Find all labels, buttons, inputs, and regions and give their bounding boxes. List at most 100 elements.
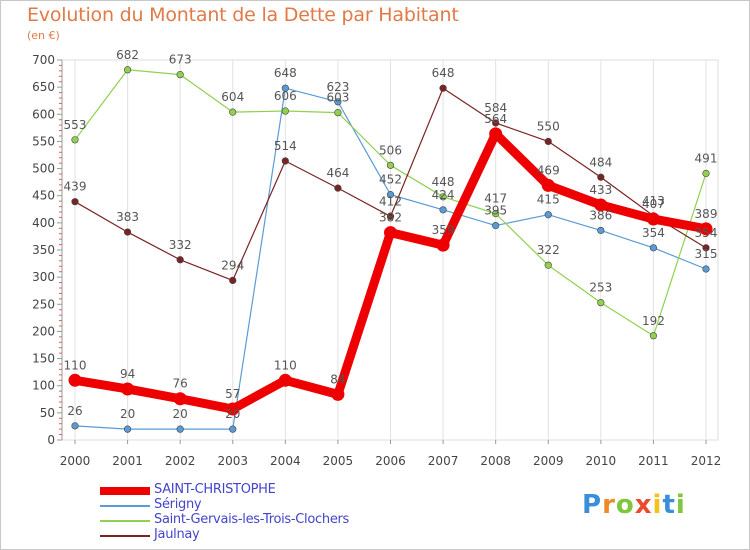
- data-point: [68, 373, 82, 387]
- y-tick-label: 50: [40, 406, 55, 420]
- x-tick-label: 2002: [165, 454, 196, 468]
- y-tick-label: 250: [32, 297, 55, 311]
- y-tick-label: 100: [32, 379, 55, 393]
- x-tick-label: 2007: [428, 454, 459, 468]
- data-label: 415: [537, 193, 560, 207]
- data-label: 648: [274, 66, 297, 80]
- legend-label: Saint-Gervais-les-Trois-Clochers: [154, 512, 350, 527]
- data-point: [71, 422, 79, 430]
- x-tick-label: 2005: [323, 454, 354, 468]
- series-saint-gervais-les-trois-clochers: [71, 66, 710, 340]
- logo-letter: o: [615, 490, 635, 520]
- data-point: [173, 392, 187, 406]
- data-point: [544, 137, 552, 146]
- proxiti-logo: Proxiti: [582, 490, 686, 520]
- data-label: 359: [432, 223, 455, 237]
- data-point: [71, 136, 79, 144]
- data-label: 20: [173, 407, 188, 421]
- data-point: [176, 425, 184, 433]
- data-point: [281, 157, 289, 165]
- data-label: 110: [274, 358, 297, 372]
- data-label: 514: [274, 139, 297, 153]
- data-label: 448: [432, 175, 455, 189]
- data-label: 439: [64, 180, 87, 194]
- data-label: 673: [169, 53, 192, 67]
- data-label: 413: [642, 194, 665, 208]
- x-tick-label: 2010: [586, 454, 617, 468]
- data-label: 433: [589, 183, 612, 197]
- data-label: 484: [589, 155, 612, 169]
- data-point: [439, 193, 447, 201]
- y-tick-label: 550: [32, 134, 55, 148]
- data-point: [123, 66, 132, 74]
- y-tick-label: 650: [32, 80, 55, 94]
- data-point: [492, 119, 500, 127]
- data-point: [439, 206, 447, 214]
- data-label: 110: [64, 358, 87, 372]
- series-saint-christophe: [68, 127, 713, 416]
- data-point: [492, 221, 500, 230]
- x-tick-label: 2004: [270, 454, 301, 468]
- axis-layer: 0 50 100 150 200 250 300 350 400 450 500 550 600 650 7…: [32, 53, 721, 468]
- data-point: [541, 178, 555, 192]
- data-point: [331, 387, 345, 401]
- legend-label: Jaulnay: [154, 527, 200, 542]
- data-point: [334, 184, 342, 192]
- data-point: [384, 226, 397, 240]
- x-tick-label: 2008: [480, 454, 511, 468]
- data-point: [121, 382, 135, 396]
- data-label: 382: [379, 211, 402, 225]
- data-point: [544, 261, 552, 269]
- data-label: 253: [589, 281, 612, 295]
- data-label: 491: [695, 151, 718, 165]
- chart-subtitle: (en €): [27, 29, 60, 42]
- legend-swatch: [100, 505, 150, 507]
- data-point: [176, 256, 184, 264]
- data-label: 606: [274, 89, 297, 103]
- logo-letter: t: [662, 490, 676, 520]
- x-tick-label: 2011: [638, 454, 669, 468]
- data-point: [386, 191, 395, 199]
- data-point: [281, 84, 289, 92]
- x-tick-label: 2003: [217, 454, 248, 468]
- data-label: 76: [173, 377, 188, 391]
- y-tick-label: 150: [32, 352, 55, 366]
- data-label: 550: [537, 119, 560, 133]
- data-label: 553: [64, 118, 87, 132]
- data-point: [492, 210, 500, 218]
- data-point: [649, 332, 658, 340]
- data-label: 57: [225, 387, 240, 401]
- legend-swatch: [100, 535, 150, 537]
- logo-letter: i: [675, 490, 686, 520]
- data-point: [439, 84, 447, 92]
- data-label: 383: [116, 210, 139, 224]
- y-tick-label: 200: [32, 324, 55, 338]
- series-jaulnay: [71, 84, 710, 285]
- data-label: 604: [221, 90, 244, 104]
- data-point: [281, 107, 289, 115]
- data-label: 389: [695, 207, 718, 221]
- data-label: 395: [484, 204, 507, 218]
- y-tick-label: 400: [32, 216, 55, 230]
- y-tick-label: 500: [32, 162, 55, 176]
- data-label: 294: [221, 258, 244, 272]
- x-tick-label: 2012: [691, 454, 722, 468]
- logo-letter: x: [634, 490, 653, 520]
- data-label: 417: [484, 192, 507, 206]
- y-tick-label: 0: [47, 433, 55, 447]
- series-s-rigny: [71, 84, 710, 433]
- data-point: [229, 276, 237, 285]
- data-point: [597, 173, 605, 181]
- data-label: 407: [642, 197, 665, 211]
- data-point: [649, 244, 658, 252]
- data-label: 26: [67, 404, 82, 418]
- data-point: [544, 211, 552, 219]
- data-point: [386, 161, 395, 169]
- data-label: 94: [120, 367, 135, 381]
- data-label: 20: [120, 407, 135, 421]
- data-point: [176, 71, 184, 79]
- data-label: 623: [326, 80, 349, 94]
- data-point: [702, 265, 710, 273]
- data-label: 603: [326, 91, 349, 105]
- data-label: 412: [379, 194, 402, 208]
